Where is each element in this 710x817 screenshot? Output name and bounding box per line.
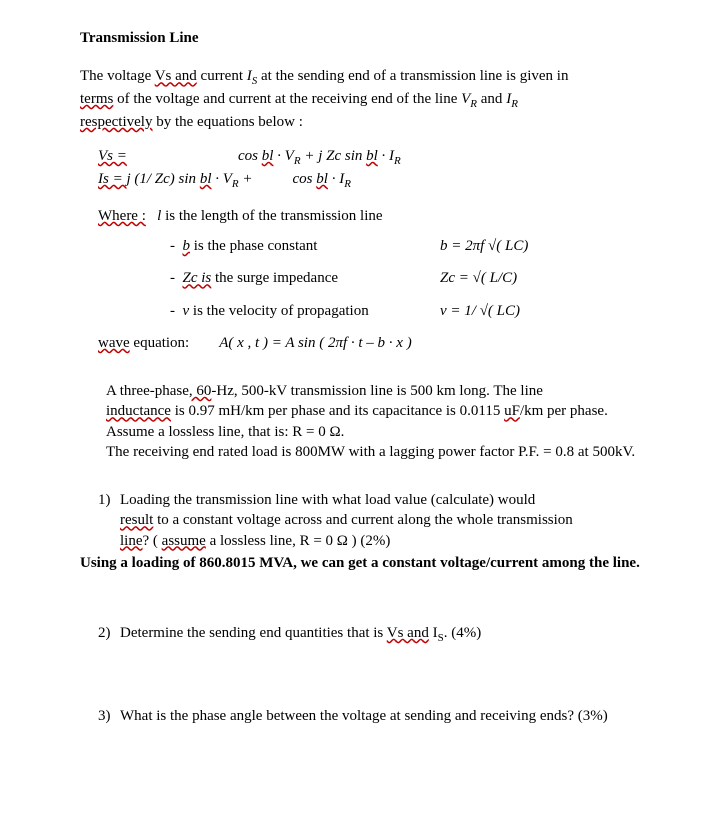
text: ? ( bbox=[143, 533, 162, 549]
respectively-underline: respectively bbox=[80, 114, 152, 130]
zc-sym: Zc is bbox=[183, 270, 212, 286]
text: The receiving end rated load is 800MW wi… bbox=[106, 444, 635, 460]
text: Loading the transmission line with what … bbox=[120, 492, 535, 508]
text: at the sending end of a transmission lin… bbox=[257, 68, 568, 84]
vs-underline: Vs and bbox=[155, 68, 197, 84]
text: is 0.97 mH/km per phase and its capacita… bbox=[171, 403, 504, 419]
q-num: 3) bbox=[98, 706, 120, 726]
sub-r: R bbox=[344, 178, 351, 190]
q-num: 2) bbox=[98, 623, 120, 646]
b-eq: b = 2πf √( LC) bbox=[440, 236, 528, 256]
text: What is the phase angle between the volt… bbox=[120, 706, 660, 726]
eq-row-1: Vs = cos bl · VR + j Zc sin bl · IR bbox=[98, 146, 660, 169]
equation-block: Vs = cos bl · VR + j Zc sin bl · IR Is =… bbox=[98, 146, 660, 192]
underline: , 60 bbox=[189, 383, 212, 399]
text: I bbox=[429, 625, 438, 641]
vr-sym: VR bbox=[461, 91, 477, 107]
text: · I bbox=[378, 148, 394, 164]
underline: line bbox=[120, 533, 143, 549]
text: the surge impedance bbox=[211, 270, 338, 286]
question-3: 3) What is the phase angle between the v… bbox=[98, 706, 660, 726]
b-sym: b bbox=[183, 238, 191, 254]
underline: uF bbox=[504, 403, 520, 419]
text: . (4%) bbox=[444, 625, 482, 641]
text: is the length of the transmission line bbox=[161, 208, 382, 224]
text: · V bbox=[211, 171, 231, 187]
sub-r: R bbox=[294, 155, 301, 167]
text: Assume a lossless line, that is: R = 0 Ω… bbox=[106, 424, 344, 440]
text: cos bbox=[293, 171, 317, 187]
underline: result bbox=[120, 512, 153, 528]
text: by the equations below : bbox=[152, 114, 302, 130]
sub-r: R bbox=[232, 178, 239, 190]
text: is the phase constant bbox=[190, 238, 317, 254]
text: Determine the sending end quantities tha… bbox=[120, 625, 387, 641]
where-underline: Where : bbox=[98, 208, 146, 224]
eq-row-2: Is = j (1/ Zc) sin bl · VR + cos bl · IR bbox=[98, 169, 660, 192]
text: current bbox=[197, 68, 247, 84]
text: j (1/ Zc) sin bbox=[126, 171, 199, 187]
bl: bl bbox=[366, 148, 378, 164]
wave-eq-text: A( x , t ) = A sin ( 2πf · t – b · x ) bbox=[219, 335, 411, 351]
bl: bl bbox=[200, 171, 212, 187]
bl: bl bbox=[316, 171, 328, 187]
question-1: 1) Loading the transmission line with wh… bbox=[98, 490, 660, 551]
text: The voltage bbox=[80, 68, 155, 84]
wave-underline: wave bbox=[98, 335, 130, 351]
text: a lossless line, R = 0 Ω ) (2%) bbox=[206, 533, 391, 549]
text: + bbox=[239, 171, 253, 187]
underline: assume bbox=[162, 533, 206, 549]
text: · I bbox=[328, 171, 344, 187]
v-eq: v = 1/ √( LC) bbox=[440, 301, 520, 321]
where-line: Where : l is the length of the transmiss… bbox=[98, 206, 660, 226]
sub-r: R bbox=[394, 155, 401, 167]
text: of the voltage and current at the receiv… bbox=[113, 91, 461, 107]
ir-sym: IR bbox=[506, 91, 518, 107]
underline: inductance bbox=[106, 403, 171, 419]
problem-statement: A three-phase, 60-Hz, 500-kV transmissio… bbox=[106, 381, 660, 462]
text: A three-phase bbox=[106, 383, 189, 399]
text: + j Zc sin bbox=[301, 148, 367, 164]
terms-underline: terms bbox=[80, 91, 113, 107]
is-sym: IS bbox=[247, 68, 258, 84]
text: to a constant voltage across and current… bbox=[153, 512, 572, 528]
text: is the velocity of propagation bbox=[189, 303, 369, 319]
zc-eq: Zc = √( L/C) bbox=[440, 268, 517, 288]
text: cos bbox=[238, 148, 262, 164]
definition-list: - b is the phase constant b = 2πf √( LC)… bbox=[170, 236, 660, 321]
page-title: Transmission Line bbox=[80, 28, 660, 48]
q-num: 1) bbox=[98, 490, 120, 551]
text: -Hz, 500-kV transmission line is 500 km … bbox=[211, 383, 543, 399]
underline: Vs and bbox=[387, 625, 429, 641]
bl: bl bbox=[262, 148, 274, 164]
def-v: - v is the velocity of propagation v = 1… bbox=[170, 301, 660, 321]
text: · V bbox=[273, 148, 293, 164]
answer-1: Using a loading of 860.8015 MVA, we can … bbox=[80, 553, 660, 573]
text: and bbox=[477, 91, 506, 107]
intro-paragraph: The voltage Vs and current IS at the sen… bbox=[80, 66, 660, 132]
text: equation: bbox=[130, 335, 190, 351]
wave-equation: wave equation: A( x , t ) = A sin ( 2πf … bbox=[98, 333, 660, 353]
vs-eq: Vs = bbox=[98, 148, 127, 164]
is-eq: Is = bbox=[98, 171, 126, 187]
def-zc: - Zc is the surge impedance Zc = √( L/C) bbox=[170, 268, 660, 288]
question-2: 2) Determine the sending end quantities … bbox=[98, 623, 660, 646]
text: /km per phase. bbox=[520, 403, 608, 419]
def-b: - b is the phase constant b = 2πf √( LC) bbox=[170, 236, 660, 256]
